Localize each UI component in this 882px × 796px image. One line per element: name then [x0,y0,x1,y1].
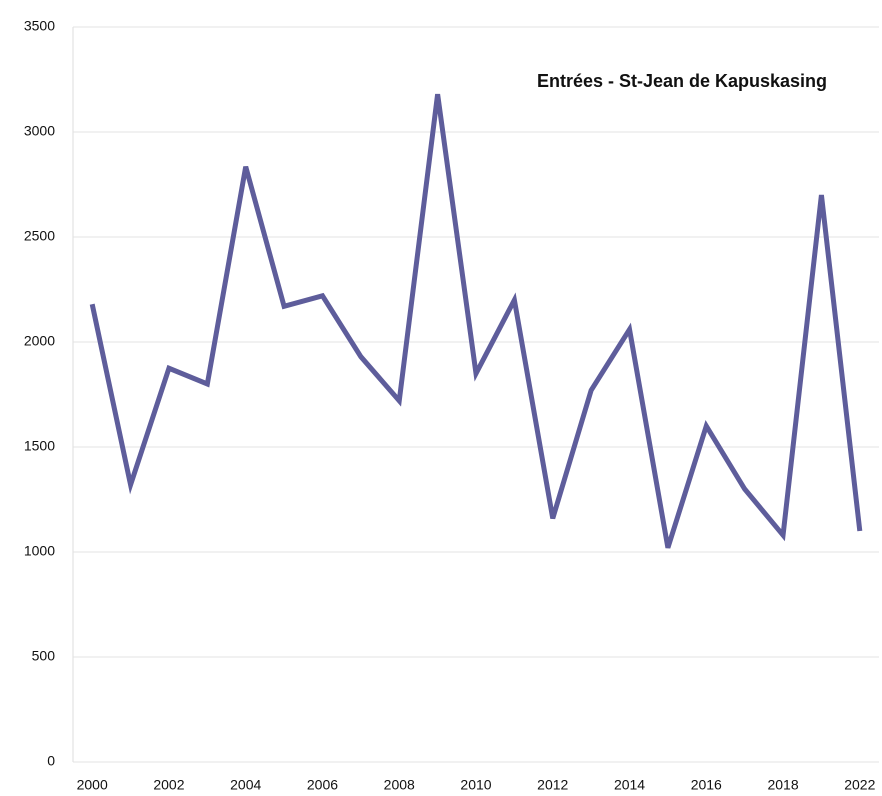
x-tick-label: 2006 [307,777,338,793]
line [89,93,863,549]
y-tick-label: 1500 [24,438,55,454]
chart-title: Entrées - St-Jean de Kapuskasing [537,71,827,91]
x-tick-label: 2016 [691,777,722,793]
x-tick-label: 2008 [384,777,415,793]
y-tick-label: 1000 [24,543,55,559]
x-tick-label: 2012 [537,777,568,793]
y-tick-label: 500 [32,648,56,664]
title-box [487,45,877,117]
x-tick-label: 2010 [460,777,491,793]
x-tick-label: 2018 [767,777,798,793]
y-tick-label: 2000 [24,333,55,349]
y-tick-label: 3000 [24,123,55,139]
y-tick-label: 3500 [24,18,55,34]
x-tick-label: 2002 [153,777,184,793]
x-tick-label: 2022 [844,777,875,793]
labels: 0 500 1000 1500 2000 2500 3000 3500 2000 2002 2004… [24,18,876,793]
x-tick-label: 2004 [230,777,261,793]
y-tick-label: 0 [47,753,55,769]
x-tick-label: 2000 [77,777,108,793]
y-tick-label: 2500 [24,228,55,244]
x-tick-label: 2014 [614,777,645,793]
